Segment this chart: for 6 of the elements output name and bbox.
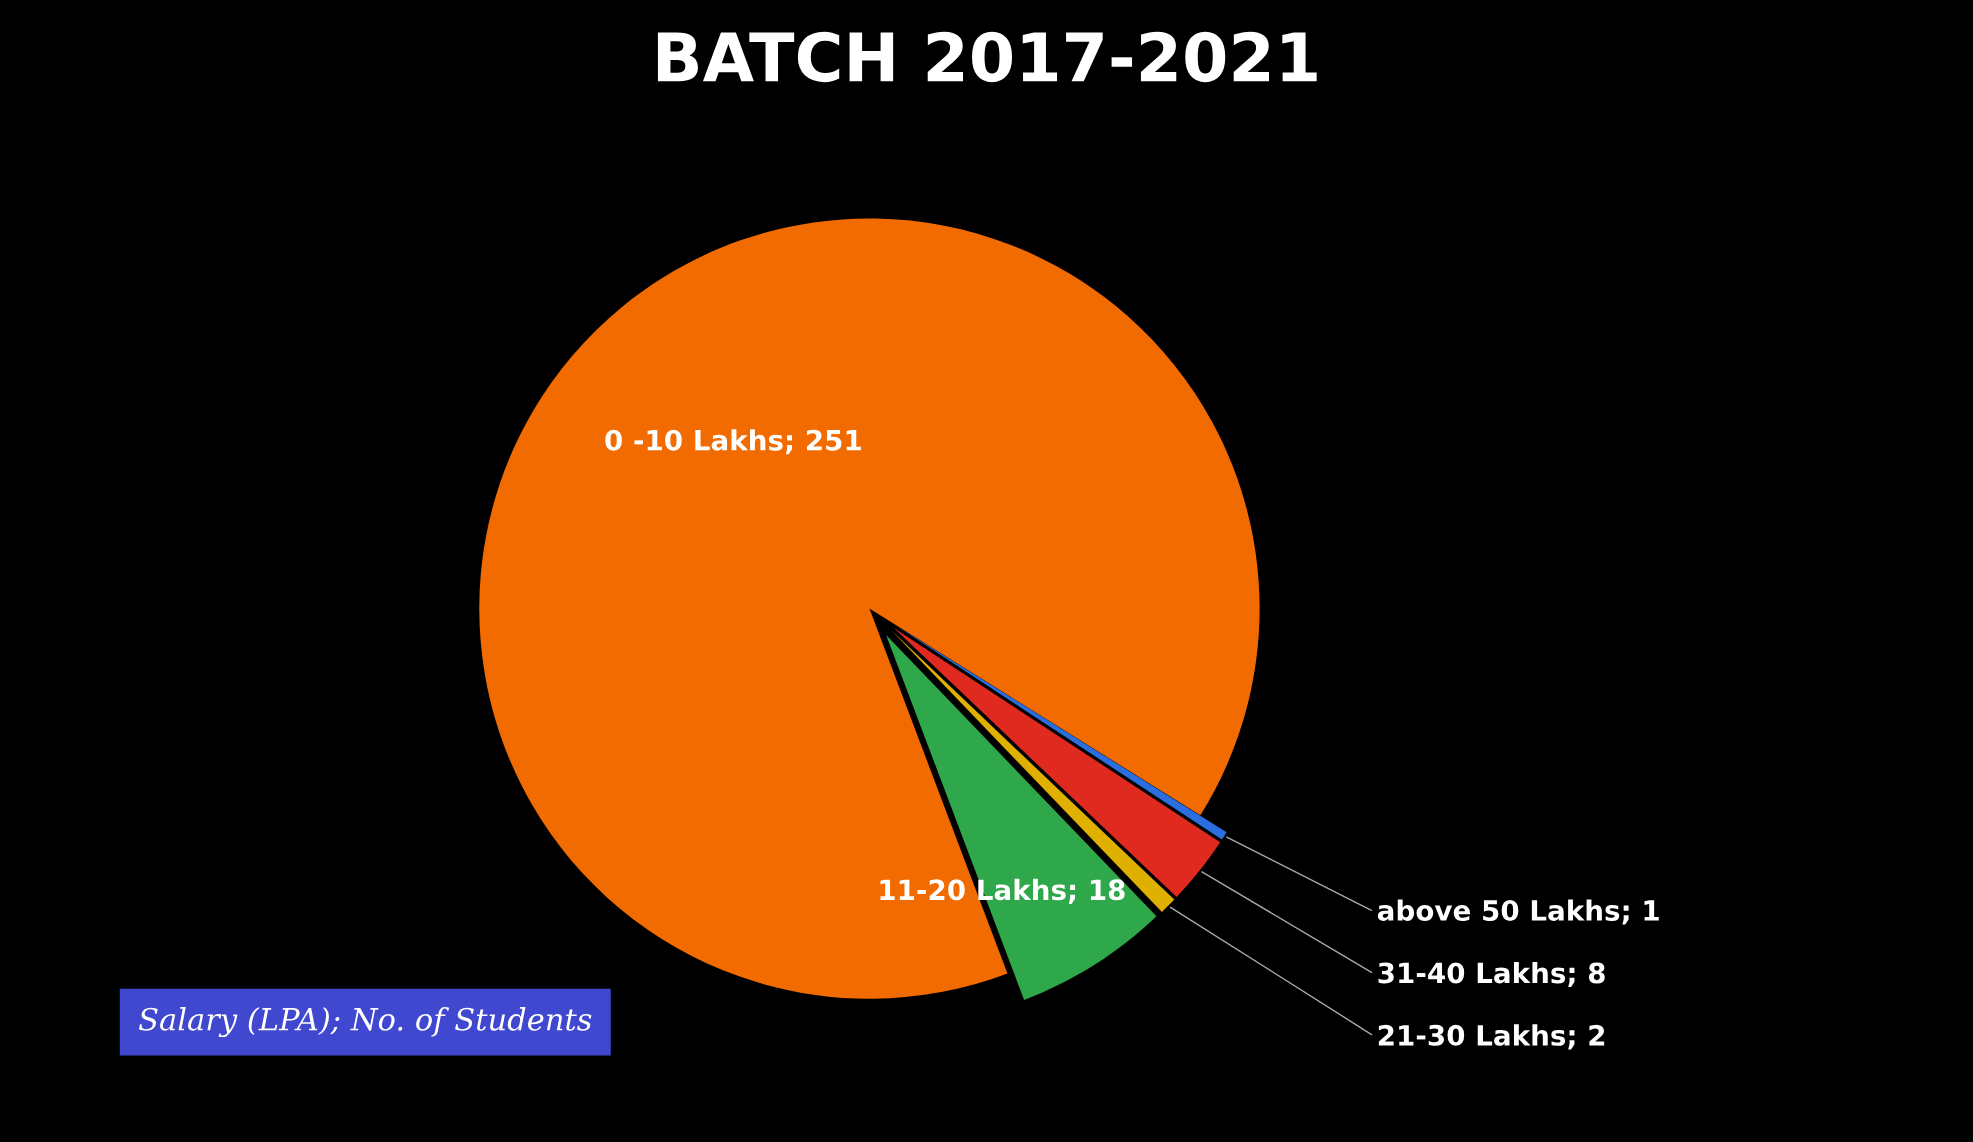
slice-label: 0 -10 Lakhs; 251 bbox=[605, 429, 861, 455]
text: Salary (LPA); No. of Students bbox=[138, 1007, 592, 1038]
chart-title: BATCH 2017-2021 bbox=[657, 31, 1317, 83]
slice-label: 31-40 Lakhs; 8 bbox=[1378, 961, 1605, 987]
slice-label: above 50 Lakhs; 1 bbox=[1377, 899, 1659, 925]
slice-label: 21-30 Lakhs; 2 bbox=[1378, 1024, 1605, 1050]
